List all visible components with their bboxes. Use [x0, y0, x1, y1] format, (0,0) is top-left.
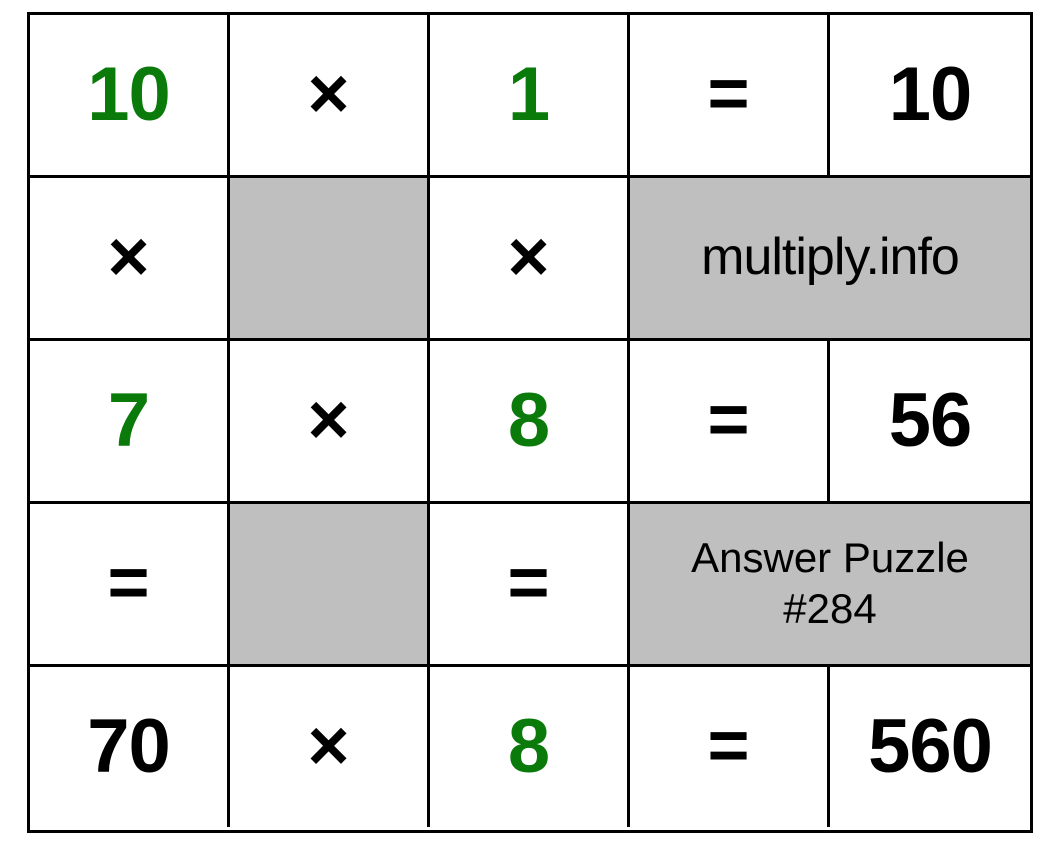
- cell-r1c5-result: 10: [830, 15, 1030, 175]
- cell-r1c3-operand: 1: [430, 15, 630, 175]
- cell-r5c4-equals: =: [630, 667, 830, 827]
- cell-r3c4-equals: =: [630, 341, 830, 501]
- cell-r5c3-operand: 8: [430, 667, 630, 827]
- cell-r3c1-operand: 7: [30, 341, 230, 501]
- cell-r1c4-equals: =: [630, 15, 830, 175]
- row-5: 70 × 8 = 560: [30, 667, 1030, 830]
- row-1: 10 × 1 = 10: [30, 15, 1030, 178]
- cell-r5c5-result: 560: [830, 667, 1030, 827]
- cell-r1c1-operand: 10: [30, 15, 230, 175]
- cell-r4c2-blank: [230, 504, 430, 664]
- cell-r1c2-multiply: ×: [230, 15, 430, 175]
- cell-r4c4-answer-label: Answer Puzzle#284: [630, 504, 1030, 664]
- cell-r4c1-equals: =: [30, 504, 230, 664]
- cell-r2c4-brand: multiply.info: [630, 178, 1030, 338]
- row-3: 7 × 8 = 56: [30, 341, 1030, 504]
- puzzle-grid: 10 × 1 = 10 × × multiply.info 7 × 8 = 56…: [27, 12, 1033, 833]
- cell-r3c5-result: 56: [830, 341, 1030, 501]
- cell-r5c2-multiply: ×: [230, 667, 430, 827]
- row-2: × × multiply.info: [30, 178, 1030, 341]
- cell-r3c3-operand: 8: [430, 341, 630, 501]
- cell-r4c3-equals: =: [430, 504, 630, 664]
- cell-r2c2-blank: [230, 178, 430, 338]
- cell-r3c2-multiply: ×: [230, 341, 430, 501]
- answer-line1: Answer Puzzle#284: [691, 533, 969, 634]
- cell-r2c3-multiply: ×: [430, 178, 630, 338]
- cell-r2c1-multiply: ×: [30, 178, 230, 338]
- row-4: = = Answer Puzzle#284: [30, 504, 1030, 667]
- cell-r5c1-result: 70: [30, 667, 230, 827]
